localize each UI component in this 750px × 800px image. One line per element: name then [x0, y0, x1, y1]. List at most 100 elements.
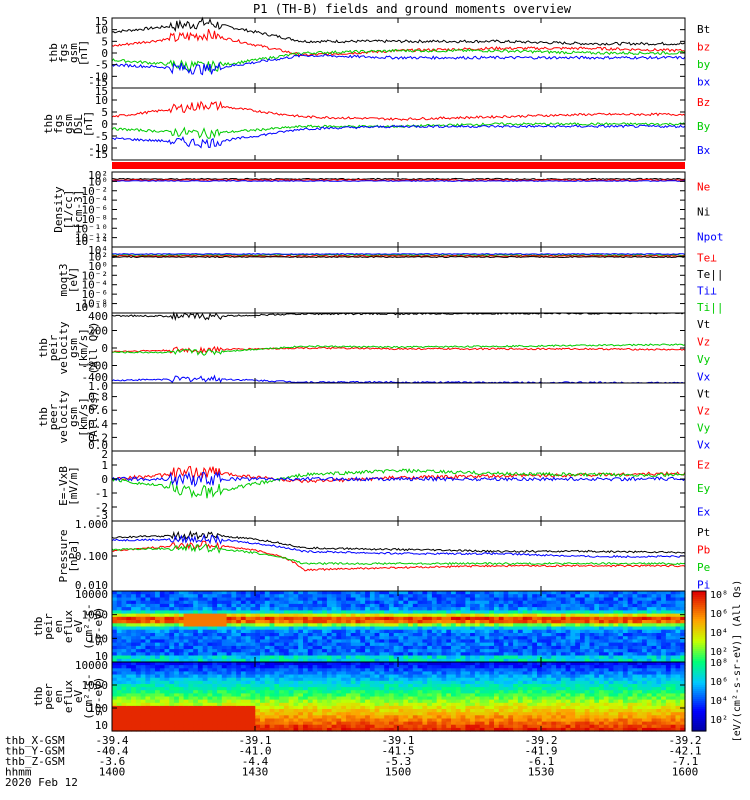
x-tick-label: -41.0	[238, 745, 271, 758]
legend-ni: Ni	[697, 206, 710, 219]
y-tick-label: 1.000	[75, 518, 108, 531]
y-tick-label: 0.4	[88, 418, 108, 431]
y-tick-label: 0.6	[88, 404, 108, 417]
legend-te: Te⊥	[697, 251, 717, 264]
x-tick-label: -39.1	[381, 734, 414, 747]
series-line-pe	[111, 543, 686, 566]
y-axis-label: DSL	[72, 114, 85, 134]
colorbar-tick: 10⁶	[710, 609, 728, 620]
y-tick-label: -5	[95, 59, 108, 72]
x-tick-label: 1500	[385, 766, 412, 779]
y-axis-label: eflux	[62, 610, 75, 643]
y-tick-label: -2	[95, 501, 108, 514]
y-tick-label: 15	[95, 85, 108, 98]
y-axis-label: thb	[42, 114, 55, 134]
legend-vx: Vx	[697, 439, 711, 452]
y-axis-label: Pressure	[57, 530, 70, 583]
legend-bx: Bx	[697, 144, 711, 157]
colorbar	[692, 591, 706, 732]
y-axis-label: [cm-3]	[72, 190, 85, 230]
x-axis-row-label: 2020 Feb 12	[5, 776, 78, 789]
y-tick-label: 1.0	[88, 380, 108, 393]
legend-vz: Vz	[697, 335, 710, 348]
y-tick-label: -10	[88, 142, 108, 155]
series-line-ex	[111, 470, 686, 488]
y-tick-label: 10	[95, 650, 108, 663]
colorbar-tick: 10²	[710, 647, 728, 658]
series-line-teperp	[111, 254, 686, 258]
y-tick-label: 10⁴	[88, 244, 108, 257]
y-axis-label: en	[52, 690, 65, 703]
y-axis-label: eflux	[62, 680, 75, 713]
y-axis-label: peir	[42, 613, 55, 640]
y-tick-label: 0	[101, 342, 108, 355]
legend-ti: Ti||	[697, 301, 724, 314]
y-tick-label: 100	[88, 632, 108, 645]
series-group-pressure	[111, 530, 686, 572]
legend-ti: Ti⊥	[697, 284, 717, 297]
colorbar-tick: 10⁸	[710, 590, 728, 601]
legend-ex: Ex	[697, 505, 711, 518]
panel-frame	[111, 520, 686, 592]
x-tick-label: -39.4	[95, 734, 128, 747]
y-tick-label: 10²	[88, 169, 108, 182]
series-line-bz	[111, 29, 686, 57]
y-tick-label: -15	[88, 148, 108, 161]
panel-frame	[111, 450, 686, 522]
legend-te: Te||	[697, 268, 724, 281]
x-tick-label: -3.6	[99, 755, 126, 768]
y-tick-label: 2	[101, 448, 108, 461]
mode-bar	[112, 162, 685, 169]
y-tick-label: 0	[101, 473, 108, 486]
legend-pe: Pe	[697, 561, 710, 574]
series-line-tipar	[111, 253, 686, 257]
x-tick-label: -39.2	[524, 734, 557, 747]
x-axis-row-label: thb_Y-GSM	[5, 745, 65, 758]
y-tick-label: 10⁰	[88, 175, 108, 188]
y-tick-label: 10⁻²	[82, 185, 109, 198]
y-tick-label: 10⁻⁶	[82, 204, 109, 217]
legend-ey: Ey	[697, 482, 711, 495]
y-tick-label: 10⁻¹²	[75, 232, 108, 245]
panel-frame	[111, 171, 686, 248]
x-tick-label: -40.4	[95, 745, 128, 758]
x-tick-label: -42.1	[668, 745, 701, 758]
legend-bx: bx	[697, 75, 711, 88]
colorbar-tick: 10⁴	[710, 628, 728, 639]
y-tick-label: 1000	[82, 609, 109, 622]
y-tick-label: 15	[95, 15, 108, 28]
y-tick-label: 10⁻⁴	[82, 194, 109, 207]
legend-pt: Pt	[697, 526, 710, 539]
y-tick-label: 10⁻⁶	[82, 288, 109, 301]
y-axis-label: [1/cc]	[62, 190, 75, 230]
y-axis-label: sr-eV)	[92, 677, 105, 717]
y-tick-label: 0	[101, 118, 108, 131]
legend-vy: Vy	[697, 422, 711, 435]
y-axis-label: [mV/m]	[67, 466, 80, 506]
legend-by: by	[697, 58, 711, 71]
series-line-tiperp	[111, 253, 686, 255]
y-axis-label: thb	[47, 43, 60, 63]
series-line-by	[111, 48, 686, 73]
legend-ne: Ne	[697, 181, 710, 194]
y-tick-label: 10⁻⁴	[82, 279, 109, 292]
y-tick-label: 10	[95, 24, 108, 37]
series-group-fgs	[111, 16, 686, 76]
y-tick-label: -1	[95, 487, 108, 500]
x-tick-label: -6.1	[528, 755, 555, 768]
legend-npot: Npot	[697, 231, 724, 244]
y-tick-label: 10⁰	[88, 260, 108, 273]
y-axis-label: thb	[37, 338, 50, 358]
x-tick-label: 1430	[242, 766, 269, 779]
legend-bt: Bt	[697, 23, 710, 36]
y-axis-label: fgs	[52, 114, 65, 134]
y-axis-label: Density	[52, 186, 65, 233]
y-tick-label: 10000	[75, 588, 108, 601]
y-axis-label: (All Qs)	[87, 391, 100, 444]
y-axis-label: eV	[72, 620, 85, 634]
y-axis-label: thb	[32, 617, 45, 637]
y-tick-label: 0	[101, 47, 108, 60]
legend-vz: Vz	[697, 405, 710, 418]
series-group-fgs_gse	[111, 100, 686, 149]
y-axis-label: velocity	[57, 390, 70, 443]
